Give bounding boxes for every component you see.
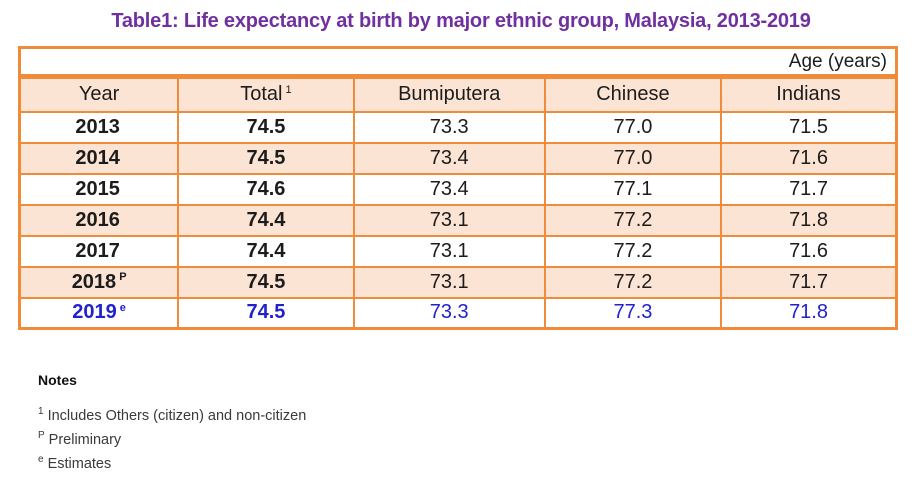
year-superscript: e (119, 301, 126, 314)
year-superscript: P (119, 270, 127, 283)
chinese-cell: 77.2 (543, 265, 723, 299)
year-value: 2017 (75, 239, 120, 262)
bumiputera-cell: 73.1 (352, 234, 546, 268)
note-item: P Preliminary (38, 428, 306, 452)
table-row: 2015 74.6 73.4 77.1 71.7 (18, 172, 898, 206)
indians-cell: 71.7 (720, 172, 898, 206)
year-cell: 2019 e (18, 296, 180, 330)
note-item: e Estimates (38, 452, 306, 476)
unit-row: Age (years) (18, 46, 898, 79)
year-value: 2015 (75, 177, 120, 200)
total-cell: 74.4 (177, 203, 355, 237)
chinese-cell: 77.1 (543, 172, 723, 206)
year-value: 2013 (75, 115, 120, 138)
bumiputera-cell: 73.1 (352, 265, 546, 299)
table-body: 2013 74.5 73.3 77.0 71.5 2014 74.5 73.4 … (18, 110, 898, 330)
year-cell: 2018 P (18, 265, 180, 299)
year-cell: 2015 (18, 172, 180, 206)
note-item: 1 Includes Others (citizen) and non-citiz… (38, 404, 306, 428)
note-superscript: 1 (38, 406, 44, 418)
year-value: 2019 (72, 301, 117, 324)
indians-cell: 71.7 (720, 265, 898, 299)
total-cell: 74.5 (177, 296, 355, 330)
column-header-chinese: Chinese (543, 75, 723, 113)
indians-cell: 71.6 (720, 141, 898, 175)
total-cell: 74.5 (177, 110, 355, 144)
chinese-cell: 77.0 (543, 141, 723, 175)
column-header-bumiputera: Bumiputera (352, 75, 546, 113)
year-cell: 2014 (18, 141, 180, 175)
notes-section: Notes 1 Includes Others (citizen) and non… (38, 372, 306, 476)
table-row: 2019 e 74.5 73.3 77.3 71.8 (18, 296, 898, 330)
note-superscript: e (38, 454, 44, 466)
year-value: 2018 (71, 270, 117, 293)
year-cell: 2013 (18, 110, 180, 144)
chinese-cell: 77.3 (543, 296, 723, 330)
indians-cell: 71.8 (720, 296, 898, 330)
total-superscript: 1 (285, 83, 292, 96)
bumiputera-cell: 73.3 (352, 296, 546, 330)
unit-label: Age (years) (18, 46, 898, 79)
note-text: Estimates (47, 456, 112, 472)
table-row: 2017 74.4 73.1 77.2 71.6 (18, 234, 898, 268)
column-header-indians: Indians (720, 75, 898, 113)
total-cell: 74.4 (177, 234, 355, 268)
year-value: 2016 (75, 208, 120, 231)
data-table: Age (years) Year Total 1 Bumiputera Chine… (18, 46, 898, 330)
chinese-cell: 77.2 (543, 203, 723, 237)
column-header-total: Total 1 (177, 75, 355, 113)
column-header-row: Year Total 1 Bumiputera Chinese Indians (18, 75, 898, 113)
total-label: Total (240, 83, 283, 106)
year-cell: 2017 (18, 234, 180, 268)
table-row: 2016 74.4 73.1 77.2 71.8 (18, 203, 898, 237)
total-cell: 74.5 (177, 265, 355, 299)
note-superscript: P (38, 430, 45, 442)
total-cell: 74.6 (177, 172, 355, 206)
life-expectancy-table: Age (years) Year Total 1 Bumiputera Chine… (18, 46, 898, 330)
total-cell: 74.5 (177, 141, 355, 175)
bumiputera-cell: 73.3 (352, 110, 546, 144)
year-cell: 2016 (18, 203, 180, 237)
chinese-cell: 77.0 (543, 110, 723, 144)
indians-cell: 71.8 (720, 203, 898, 237)
column-header-year: Year (18, 75, 180, 113)
table-header: Age (years) Year Total 1 Bumiputera Chine… (18, 46, 898, 113)
notes-heading: Notes (38, 372, 77, 388)
indians-cell: 71.5 (720, 110, 898, 144)
page-title: Table1: Life expectancy at birth by majo… (111, 10, 811, 32)
year-value: 2014 (75, 146, 120, 169)
bumiputera-cell: 73.1 (352, 203, 546, 237)
note-text: Preliminary (48, 432, 122, 448)
table-row: 2018 P 74.5 73.1 77.2 71.7 (18, 265, 898, 299)
chinese-cell: 77.2 (543, 234, 723, 268)
table-row: 2014 74.5 73.4 77.0 71.6 (18, 141, 898, 175)
bumiputera-cell: 73.4 (352, 172, 546, 206)
table-row: 2013 74.5 73.3 77.0 71.5 (18, 110, 898, 144)
indians-cell: 71.6 (720, 234, 898, 268)
note-text: Includes Others (citizen) and non-citize… (47, 408, 307, 424)
bumiputera-cell: 73.4 (352, 141, 546, 175)
